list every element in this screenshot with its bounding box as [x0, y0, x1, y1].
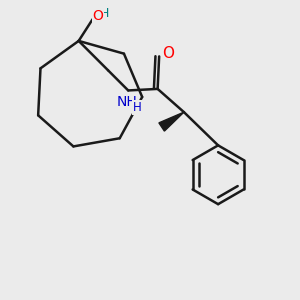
- Polygon shape: [159, 112, 184, 131]
- Text: O: O: [162, 46, 174, 62]
- Text: H: H: [100, 7, 109, 20]
- Text: NH: NH: [117, 95, 138, 109]
- Text: H: H: [133, 101, 141, 114]
- Text: O: O: [93, 9, 104, 23]
